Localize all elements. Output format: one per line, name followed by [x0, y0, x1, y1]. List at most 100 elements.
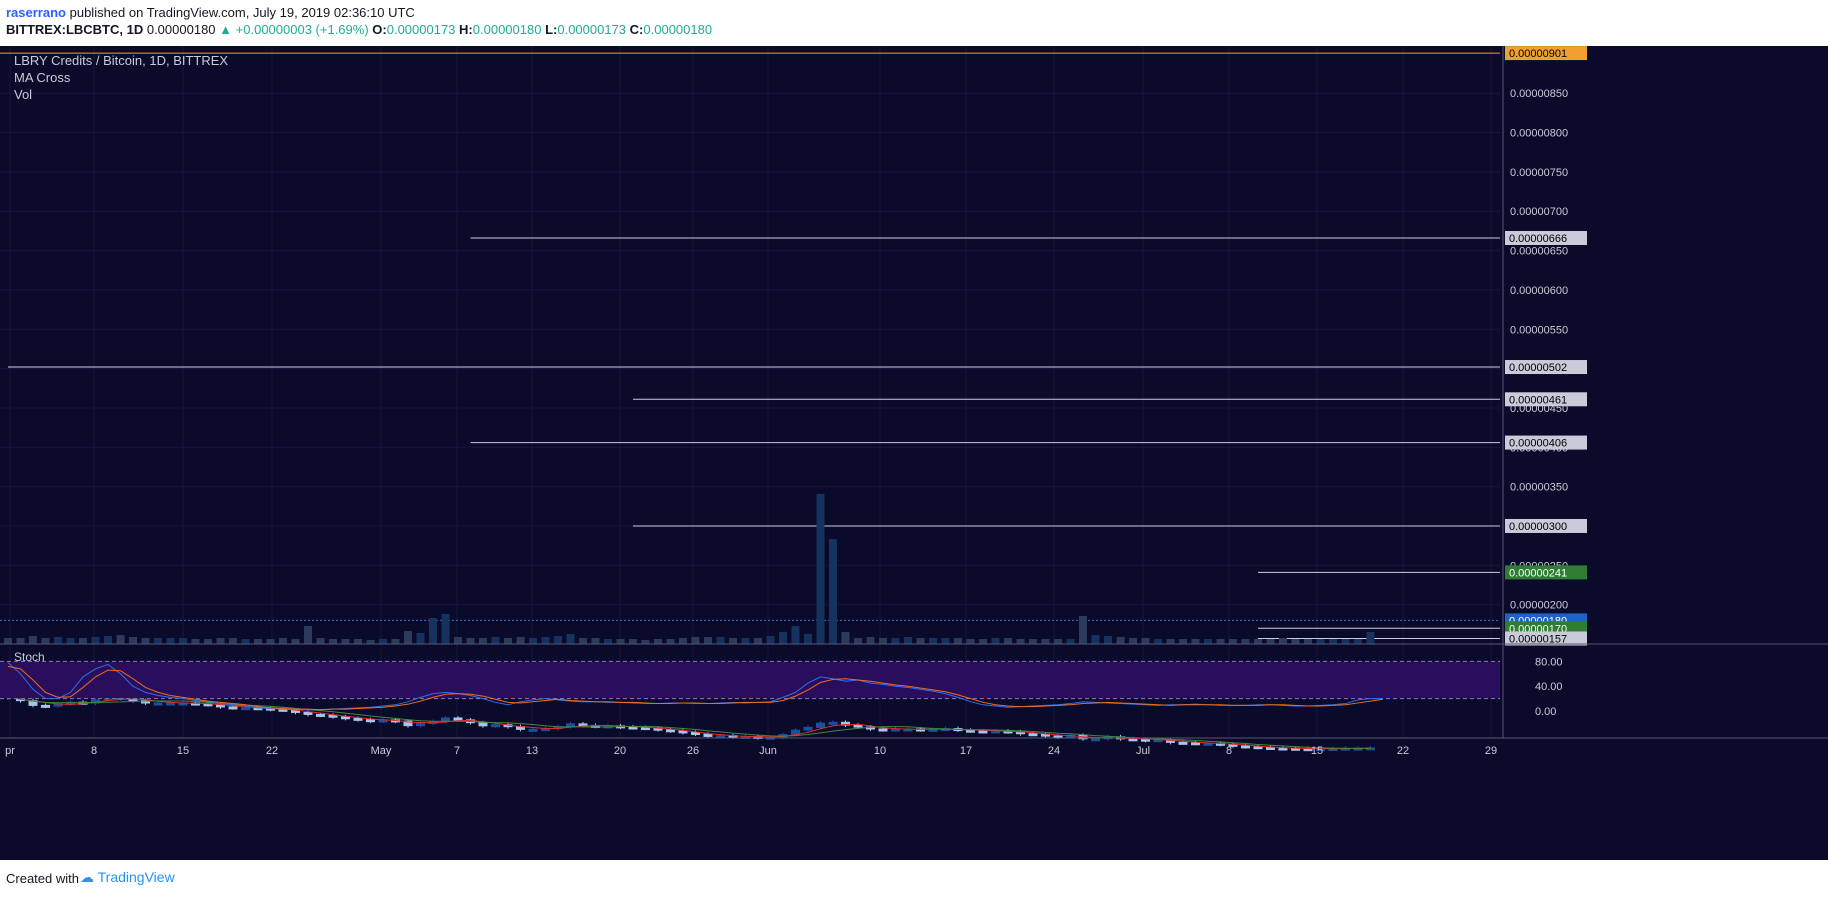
candle-body [566, 723, 575, 728]
volume-bar [154, 638, 162, 644]
price-tick-label: 0.00000600 [1510, 285, 1568, 297]
volume-bar [866, 637, 875, 644]
volume-bar [1079, 616, 1087, 644]
price-tick-label: 0.00000750 [1510, 167, 1568, 179]
change-value: +0.00000003 (+1.69%) [235, 22, 369, 37]
time-tick-label: 22 [1397, 745, 1409, 757]
candle-body [1241, 745, 1250, 749]
price-marker-label: 0.00000461 [1509, 394, 1567, 406]
volume-bar [791, 626, 800, 644]
candle-body [978, 730, 988, 734]
price-tick-label: 0.00000800 [1510, 128, 1568, 140]
open-value: 0.00000173 [386, 22, 456, 37]
volume-bar [1291, 639, 1300, 644]
volume-bar [41, 638, 50, 644]
volume-bar [1216, 639, 1225, 644]
volume-bar [454, 637, 462, 644]
stoch-legend-label: Stoch [14, 650, 45, 664]
time-tick-label: 10 [874, 745, 886, 757]
tradingview-brand: TradingView [97, 869, 175, 885]
volume-bar [1341, 639, 1350, 644]
chart-area[interactable]: 0.000002000.000002500.000003000.00000350… [0, 46, 1828, 860]
legend-ma-cross[interactable]: MA Cross [14, 70, 71, 85]
volume-bar [379, 639, 387, 644]
volume-bar [1054, 639, 1062, 644]
chart-canvas[interactable]: 0.000002000.000002500.000003000.00000350… [0, 46, 1828, 860]
candle-body [691, 732, 700, 736]
price-marker-label-bg [1505, 565, 1587, 580]
volume-bar [254, 639, 262, 644]
volume-bar [679, 638, 687, 644]
time-tick-label: 29 [1485, 745, 1497, 757]
volume-bar [466, 638, 475, 644]
candle-body [41, 704, 50, 708]
stoch-k-line [7, 662, 1383, 711]
candle-body [403, 720, 413, 727]
volume-bar [1229, 639, 1237, 644]
candle-body [353, 717, 363, 721]
volume-bar [1041, 639, 1050, 644]
volume-bar [529, 638, 537, 644]
volume-bar [566, 634, 575, 644]
price-marker-label: 0.00000502 [1509, 362, 1567, 374]
candle-body [828, 721, 838, 725]
time-tick-label: Jun [759, 745, 777, 757]
volume-bar [4, 638, 12, 644]
volume-bar [329, 639, 337, 644]
candle-body [1253, 746, 1263, 750]
volume-bar [816, 494, 825, 644]
volume-bar [741, 638, 750, 644]
candle-body [166, 702, 175, 706]
header-bar: raserrano published on TradingView.com, … [0, 0, 1828, 46]
volume-bar [654, 639, 662, 644]
volume-bar [229, 638, 237, 644]
volume-bar [854, 638, 862, 644]
time-tick-label: pr [5, 745, 15, 757]
price-marker-label: 0.00000157 [1509, 633, 1567, 645]
ma-fast-line [7, 697, 1371, 750]
volume-bar [604, 639, 612, 644]
volume-bar [729, 638, 737, 644]
volume-bar [1129, 638, 1137, 644]
time-tick-label: 15 [1311, 745, 1323, 757]
volume-bar [304, 626, 312, 644]
candle-body [666, 729, 675, 733]
legend-vol[interactable]: Vol [14, 87, 33, 102]
volume-bar [416, 633, 425, 644]
candle-body [853, 724, 863, 728]
volume-bar [66, 638, 75, 644]
volume-bar [879, 638, 887, 644]
candle-body [241, 707, 250, 711]
volume-bar [1104, 636, 1112, 644]
low-label: L: [545, 22, 558, 37]
time-tick-label: 22 [266, 745, 278, 757]
up-arrow-icon: ▲ [219, 22, 233, 37]
stoch-band [0, 661, 1500, 699]
price-tick-label: 0.00000850 [1510, 88, 1568, 100]
candle-body [303, 711, 313, 715]
candle-body [478, 722, 488, 727]
tradingview-logo[interactable]: ☁ TradingView [80, 869, 175, 886]
candle-body [1141, 738, 1150, 742]
volume-bar [754, 638, 762, 644]
time-tick-label: 8 [1226, 745, 1232, 757]
author-link[interactable]: raserrano [6, 5, 66, 20]
volume-bar [554, 636, 562, 644]
volume-bar [16, 638, 25, 644]
volume-bar [541, 637, 550, 644]
time-tick-label: 13 [526, 745, 538, 757]
volume-bar [641, 640, 650, 644]
price-tick-label: 0.00000700 [1510, 206, 1568, 218]
close-value: 0.00000180 [643, 22, 713, 37]
volume-bar [691, 637, 700, 644]
volume-bar [1204, 639, 1212, 644]
volume-bar [366, 640, 375, 644]
candle-body [1091, 738, 1100, 742]
volume-bar [429, 618, 437, 644]
volume-bar [716, 637, 725, 644]
volume-bar [629, 639, 637, 644]
volume-bar [179, 638, 187, 644]
volume-bar [966, 639, 975, 644]
volume-bar [1254, 639, 1262, 644]
volume-bar [579, 638, 587, 644]
